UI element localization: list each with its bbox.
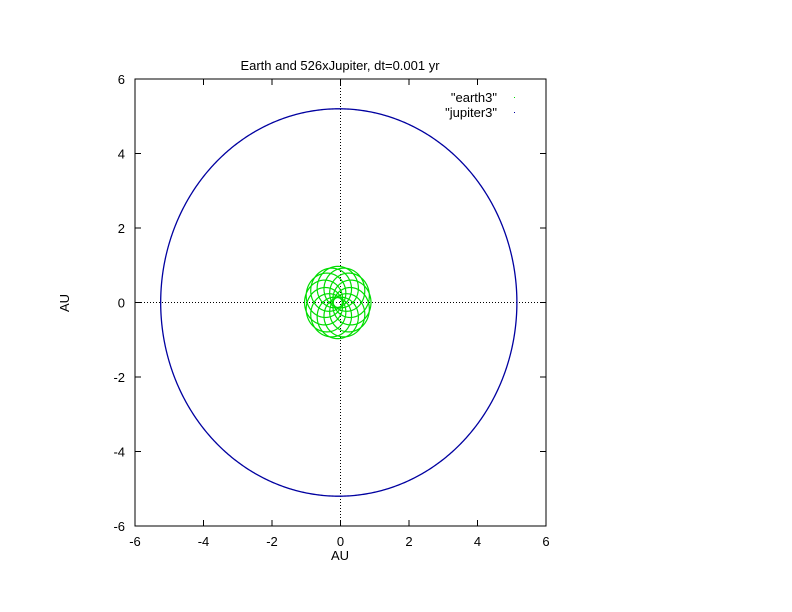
x-tick-label: -6 <box>129 534 141 549</box>
x-tick-label: 2 <box>405 534 412 549</box>
legend: "earth3" "jupiter3" <box>445 90 515 120</box>
legend-label-jupiter3: "jupiter3" <box>445 105 497 120</box>
y-tick-label: 2 <box>118 221 125 236</box>
series-jupiter3-orbit <box>160 108 518 497</box>
y-ticks: -6 -4 -2 0 2 4 6 <box>113 72 546 534</box>
legend-swatch-earth3 <box>514 97 515 98</box>
plot-border <box>134 78 547 527</box>
x-tick-label: 4 <box>474 534 481 549</box>
series-layer <box>160 108 518 497</box>
zero-axes <box>135 79 546 526</box>
y-tick-label: 0 <box>118 296 125 311</box>
x-axis-label: AU <box>331 548 349 563</box>
plot-frame <box>134 78 547 527</box>
y-tick-label: 4 <box>118 147 125 162</box>
legend-swatch-jupiter3 <box>514 112 515 113</box>
y-tick-label: 6 <box>118 72 125 87</box>
x-tick-label: -4 <box>198 534 210 549</box>
x-tick-label: 0 <box>337 534 344 549</box>
y-axis-label: AU <box>57 294 72 312</box>
x-tick-label: -2 <box>266 534 278 549</box>
y-tick-label: -4 <box>113 445 125 460</box>
x-tick-label: 6 <box>542 534 549 549</box>
series-earth3-orbit <box>303 265 372 340</box>
x-ticks: -6 -4 -2 0 2 4 6 <box>129 79 550 549</box>
y-tick-label: -2 <box>113 370 125 385</box>
y-tick-label: -6 <box>113 519 125 534</box>
chart-title: Earth and 526xJupiter, dt=0.001 yr <box>240 58 440 73</box>
legend-label-earth3: "earth3" <box>451 90 497 105</box>
